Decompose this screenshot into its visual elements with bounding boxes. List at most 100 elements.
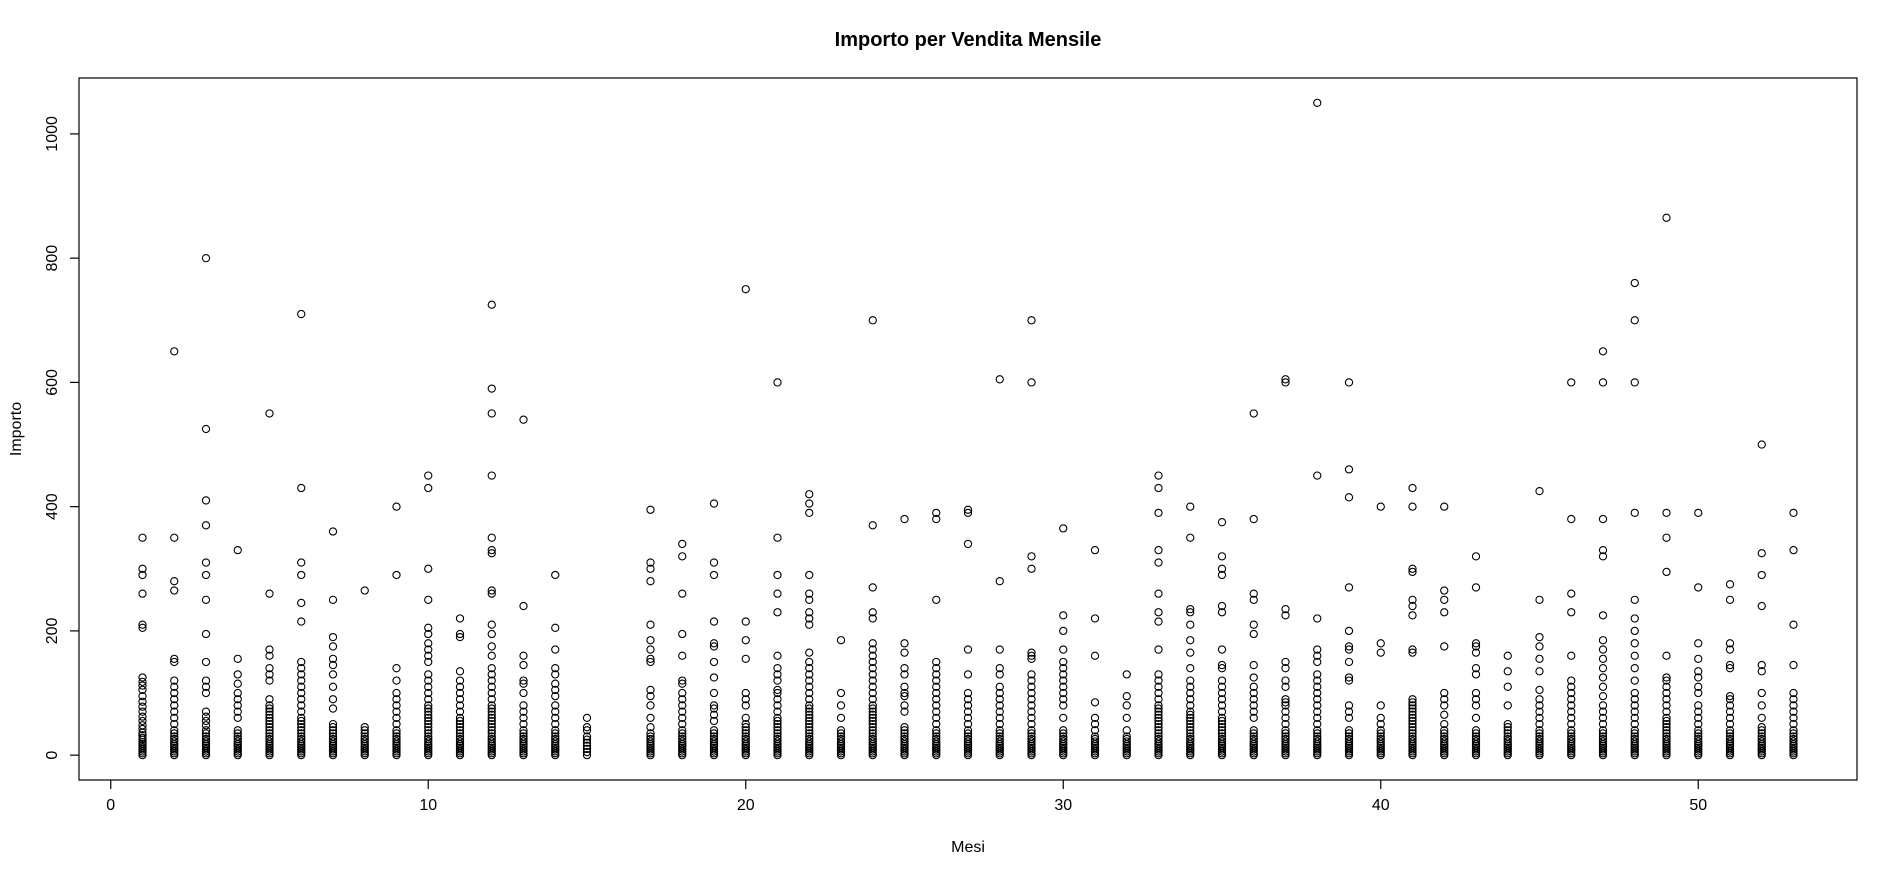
data-point bbox=[741, 617, 750, 626]
data-point bbox=[1662, 213, 1671, 222]
data-point bbox=[1662, 737, 1671, 746]
data-point bbox=[1154, 645, 1163, 654]
data-point bbox=[1471, 552, 1481, 561]
data-point bbox=[1217, 719, 1227, 729]
data-point bbox=[805, 570, 814, 580]
data-point bbox=[1789, 620, 1798, 629]
data-point bbox=[487, 723, 496, 732]
data-point bbox=[1694, 654, 1703, 664]
data-point bbox=[1281, 734, 1290, 744]
data-point bbox=[773, 734, 782, 744]
data-point bbox=[487, 620, 496, 629]
data-point bbox=[265, 645, 274, 654]
data-point bbox=[297, 657, 306, 667]
data-point bbox=[455, 723, 465, 732]
data-point bbox=[1344, 626, 1354, 636]
data-point bbox=[709, 726, 719, 735]
data-point bbox=[1059, 524, 1068, 533]
data-point bbox=[424, 710, 433, 719]
data-point bbox=[1154, 701, 1163, 710]
data-point bbox=[1598, 729, 1608, 738]
data-point bbox=[455, 676, 465, 685]
data-point bbox=[1154, 729, 1163, 738]
data-point bbox=[1440, 642, 1449, 651]
data-point bbox=[900, 723, 909, 732]
data-point bbox=[678, 679, 687, 688]
data-point bbox=[1598, 707, 1608, 716]
data-point bbox=[265, 732, 274, 741]
data-point bbox=[487, 589, 496, 598]
data-point bbox=[233, 729, 242, 738]
data-point bbox=[1757, 713, 1766, 723]
data-point bbox=[328, 729, 338, 738]
data-point bbox=[265, 734, 274, 744]
data-point bbox=[1694, 732, 1703, 741]
data-point bbox=[741, 729, 750, 738]
data-point bbox=[1789, 734, 1798, 744]
data-point bbox=[138, 620, 147, 629]
data-point bbox=[805, 695, 814, 704]
data-point bbox=[201, 595, 211, 604]
data-point bbox=[1408, 719, 1417, 729]
data-point bbox=[1344, 493, 1354, 502]
data-point bbox=[138, 691, 147, 701]
y-tick-label-600: 600 bbox=[44, 369, 61, 396]
data-point bbox=[932, 732, 941, 741]
data-point bbox=[1281, 378, 1290, 387]
data-point bbox=[170, 654, 179, 664]
data-point bbox=[932, 657, 941, 667]
data-point bbox=[1408, 698, 1417, 707]
data-points bbox=[138, 98, 1798, 760]
data-point bbox=[1535, 734, 1544, 744]
data-point bbox=[1725, 729, 1735, 738]
data-point bbox=[1154, 670, 1163, 679]
data-point bbox=[297, 723, 306, 732]
data-point bbox=[201, 688, 211, 698]
data-point bbox=[201, 496, 211, 505]
data-point bbox=[455, 707, 465, 716]
data-point bbox=[424, 713, 433, 723]
data-point bbox=[932, 670, 941, 679]
data-point bbox=[1154, 471, 1163, 480]
data-point bbox=[1408, 502, 1417, 511]
data-point bbox=[170, 729, 179, 738]
data-point bbox=[805, 716, 814, 726]
data-point bbox=[455, 726, 465, 735]
data-point bbox=[836, 701, 846, 710]
data-point bbox=[995, 670, 1004, 679]
data-point bbox=[963, 688, 973, 698]
data-point bbox=[1535, 642, 1544, 651]
data-point bbox=[1567, 676, 1576, 685]
data-point bbox=[1408, 729, 1417, 738]
data-point bbox=[1567, 651, 1576, 660]
data-point bbox=[1186, 737, 1195, 746]
data-point bbox=[328, 527, 338, 536]
data-point bbox=[1757, 660, 1766, 670]
data-point bbox=[868, 608, 877, 617]
data-point bbox=[1249, 629, 1258, 639]
data-point bbox=[233, 688, 242, 698]
data-point bbox=[551, 734, 560, 744]
data-point bbox=[265, 676, 274, 685]
data-point bbox=[455, 732, 465, 741]
data-point bbox=[424, 732, 433, 741]
data-point bbox=[170, 695, 179, 704]
data-point bbox=[424, 483, 433, 493]
data-point bbox=[1725, 695, 1735, 704]
data-point bbox=[646, 737, 655, 746]
data-point bbox=[1090, 545, 1100, 555]
data-point bbox=[201, 712, 211, 721]
data-point bbox=[1217, 645, 1227, 654]
data-point bbox=[805, 614, 814, 623]
data-point bbox=[519, 713, 528, 723]
data-point bbox=[455, 716, 465, 726]
data-point bbox=[741, 719, 750, 729]
data-point bbox=[1630, 378, 1639, 387]
data-point bbox=[265, 713, 274, 723]
data-point bbox=[1503, 701, 1512, 710]
data-point bbox=[1598, 701, 1608, 710]
data-point bbox=[1154, 726, 1163, 735]
data-point bbox=[1440, 688, 1449, 698]
data-point bbox=[392, 737, 401, 746]
data-point bbox=[678, 713, 687, 723]
